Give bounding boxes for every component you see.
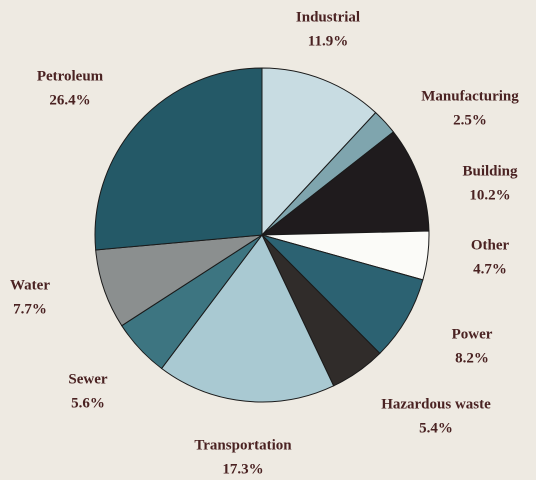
slice-value-label: 10.2% [469, 187, 510, 203]
slice-value-label: 8.2% [455, 350, 489, 366]
pie-slice [260, 131, 430, 236]
slice-label: Power [452, 326, 493, 342]
slice-value-label: 2.5% [453, 112, 487, 128]
slice-label: Industrial [296, 9, 360, 25]
slice-value-label: 26.4% [49, 92, 90, 108]
slice-value-label: 5.6% [71, 395, 105, 411]
slice-label: Transportation [194, 437, 292, 453]
slice-value-label: 7.7% [13, 301, 47, 317]
pie-slice [261, 67, 377, 237]
slice-label: Petroleum [37, 68, 104, 84]
slice-label: Manufacturing [421, 88, 519, 104]
slice-value-label: 11.9% [308, 33, 348, 49]
slice-value-label: 5.4% [419, 420, 453, 436]
slice-value-label: 17.3% [222, 461, 263, 477]
slice-label: Hazardous waste [381, 396, 491, 412]
slice-label: Building [462, 163, 518, 179]
slice-value-label: 4.7% [473, 261, 507, 277]
pie-slice [160, 234, 335, 403]
slice-label: Other [471, 237, 510, 253]
slice-label: Water [10, 277, 50, 293]
slice-label: Sewer [68, 371, 107, 387]
pie-slice [94, 67, 263, 251]
